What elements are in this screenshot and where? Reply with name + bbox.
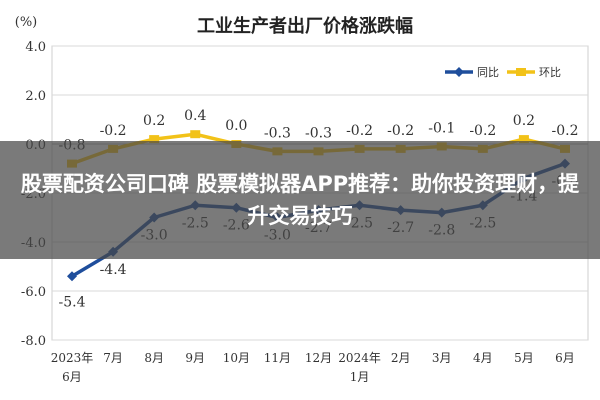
data-label: -5.4 [59,294,86,310]
x-tick-label: 7月 [103,351,123,365]
x-tick-label: 6月 [555,351,575,365]
x-tick-label: 9月 [185,351,205,365]
x-tick-label: 8月 [144,351,164,365]
data-label: -0.2 [346,123,373,139]
data-label: 0.0 [225,118,247,134]
data-label: -4.4 [100,262,127,278]
legend-label: 环比 [539,66,561,79]
overlay-text: 股票配资公司口碑 股票模拟器APP推荐：助你投资理财，提升交易技巧 [20,172,580,228]
data-label: -0.2 [387,123,414,139]
legend-marker [454,67,464,77]
data-label: 0.2 [513,113,535,129]
data-point [190,130,201,139]
data-label: 0.4 [184,108,206,124]
data-label: 0.2 [143,113,165,129]
y-tick-label: -8.0 [21,334,46,349]
x-tick-label: 3月 [432,351,452,365]
y-tick-label: 2.0 [25,89,46,104]
data-label: -0.2 [552,123,579,139]
x-tick-label: 12月 [305,351,332,365]
y-tick-label: 4.0 [25,40,46,55]
data-label: -0.2 [100,123,127,139]
overlay-banner: 股票配资公司口碑 股票模拟器APP推荐：助你投资理财，提升交易技巧 [0,141,600,259]
x-tick-label: 2024年 1月 [338,351,381,384]
data-point [518,135,529,144]
x-tick-label: 2023年 6月 [51,351,94,384]
chart-title: 工业生产者出厂价格涨跌幅 [197,15,413,37]
data-label: -0.2 [469,123,496,139]
data-label: -0.3 [264,125,291,141]
x-tick-label: 11月 [264,351,291,365]
x-tick-label: 4月 [473,351,493,365]
x-tick-label: 5月 [514,351,534,365]
x-tick-label: 10月 [223,351,250,365]
legend-label: 同比 [477,66,499,79]
y-tick-label: -6.0 [21,285,46,300]
legend-marker [516,68,526,76]
data-point [67,271,77,282]
data-label: -0.1 [428,120,455,136]
data-label: -0.3 [305,125,332,141]
x-tick-label: 2月 [391,351,411,365]
data-point [149,135,160,144]
y-axis-label: (%) [15,15,38,30]
